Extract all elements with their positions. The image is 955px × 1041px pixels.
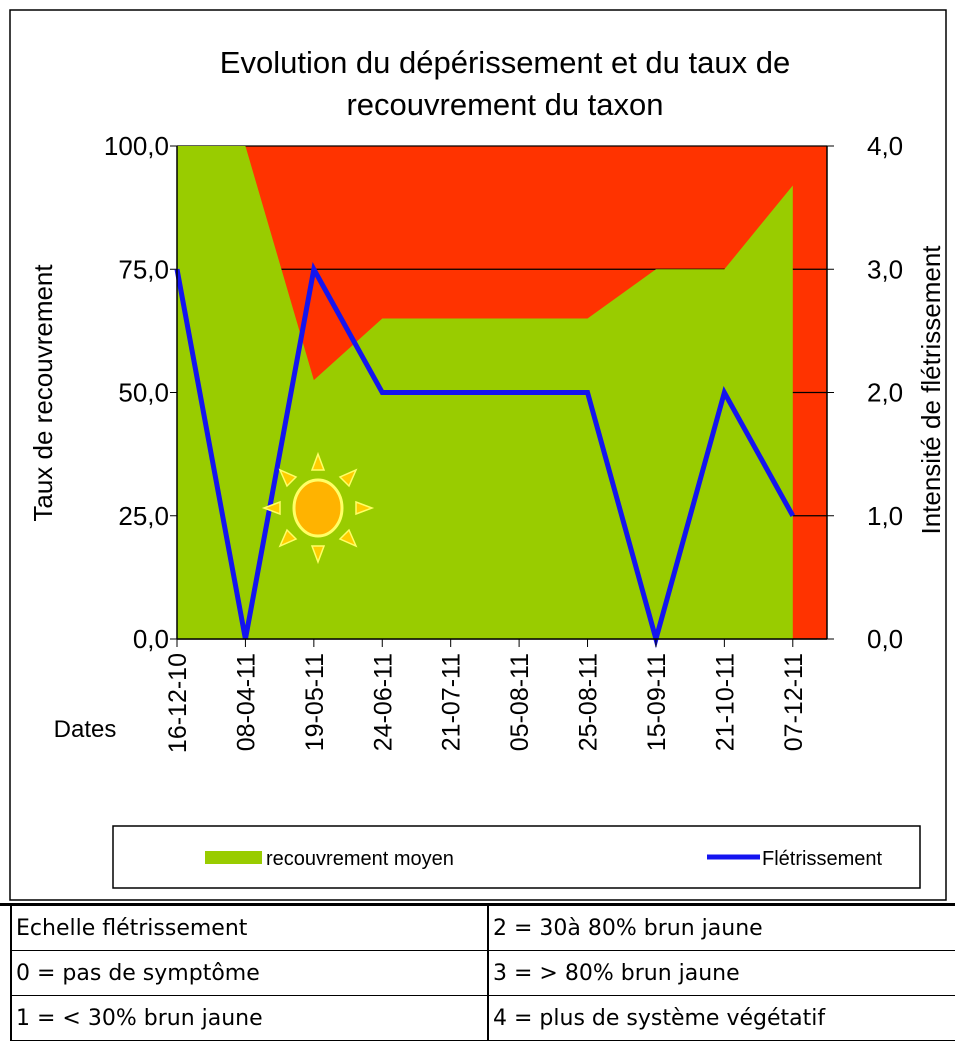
x-tick-label: 24-06-11 [369, 653, 397, 751]
chart-title: Evolution du dépérissement et du taux de [220, 45, 790, 80]
line [174, 261, 795, 649]
y2-tick-label: 0,0 [867, 624, 903, 654]
y-tick-label: 25,0 [118, 501, 169, 531]
table-cell: 0 = pas de symptôme [10, 951, 487, 996]
x-tick-label: 21-07-11 [438, 653, 466, 751]
table: Echelle flétrissement 2 = 30à 80% brun ja… [0, 903, 955, 1041]
table-cell: 2 = 30à 80% brun jaune [487, 906, 955, 951]
y2-tick-label: 1,0 [867, 501, 903, 531]
y2-tick-label: 2,0 [867, 378, 903, 408]
table-cell: Echelle flétrissement [10, 906, 487, 951]
x-tick-label: 21-10-11 [711, 653, 739, 751]
legend-label: recouvrement moyen [266, 848, 454, 870]
legend-label: Flétrissement [762, 848, 882, 870]
y2-tick-label: 3,0 [867, 254, 903, 284]
table-cell: 1 = < 30% brun jaune [10, 996, 487, 1041]
y-tick-label: 75,0 [118, 254, 169, 284]
x-tick-label: 19-05-11 [301, 653, 329, 751]
x-tick-label: 08-04-11 [232, 653, 260, 751]
x-tick-label: 16-12-10 [164, 653, 192, 753]
y2-tick-label: 4,0 [867, 131, 903, 161]
y-tick-label: 100,0 [104, 131, 169, 161]
x-tick-label: 07-12-11 [780, 653, 808, 751]
x-axis-label: Dates [54, 716, 117, 743]
y-axis-label: Taux de recouvrement [28, 264, 58, 522]
table-cell: 3 = > 80% brun jaune [487, 951, 955, 996]
table-cell: 4 = plus de système végétatif [487, 996, 955, 1041]
sun-icon [261, 451, 375, 565]
legend-swatch [205, 851, 262, 864]
chart: Evolution du dépérissement et du taux de… [9, 9, 947, 901]
chart-title: recouvrement du taxon [346, 87, 663, 122]
x-tick-label: 15-09-11 [643, 653, 671, 751]
y2-axis-label: Intensité de flétrissement [916, 245, 946, 535]
y-tick-label: 0,0 [133, 624, 169, 654]
y-tick-label: 50,0 [118, 378, 169, 408]
x-tick-label: 05-08-11 [506, 653, 534, 751]
x-tick-label: 25-08-11 [575, 653, 603, 751]
